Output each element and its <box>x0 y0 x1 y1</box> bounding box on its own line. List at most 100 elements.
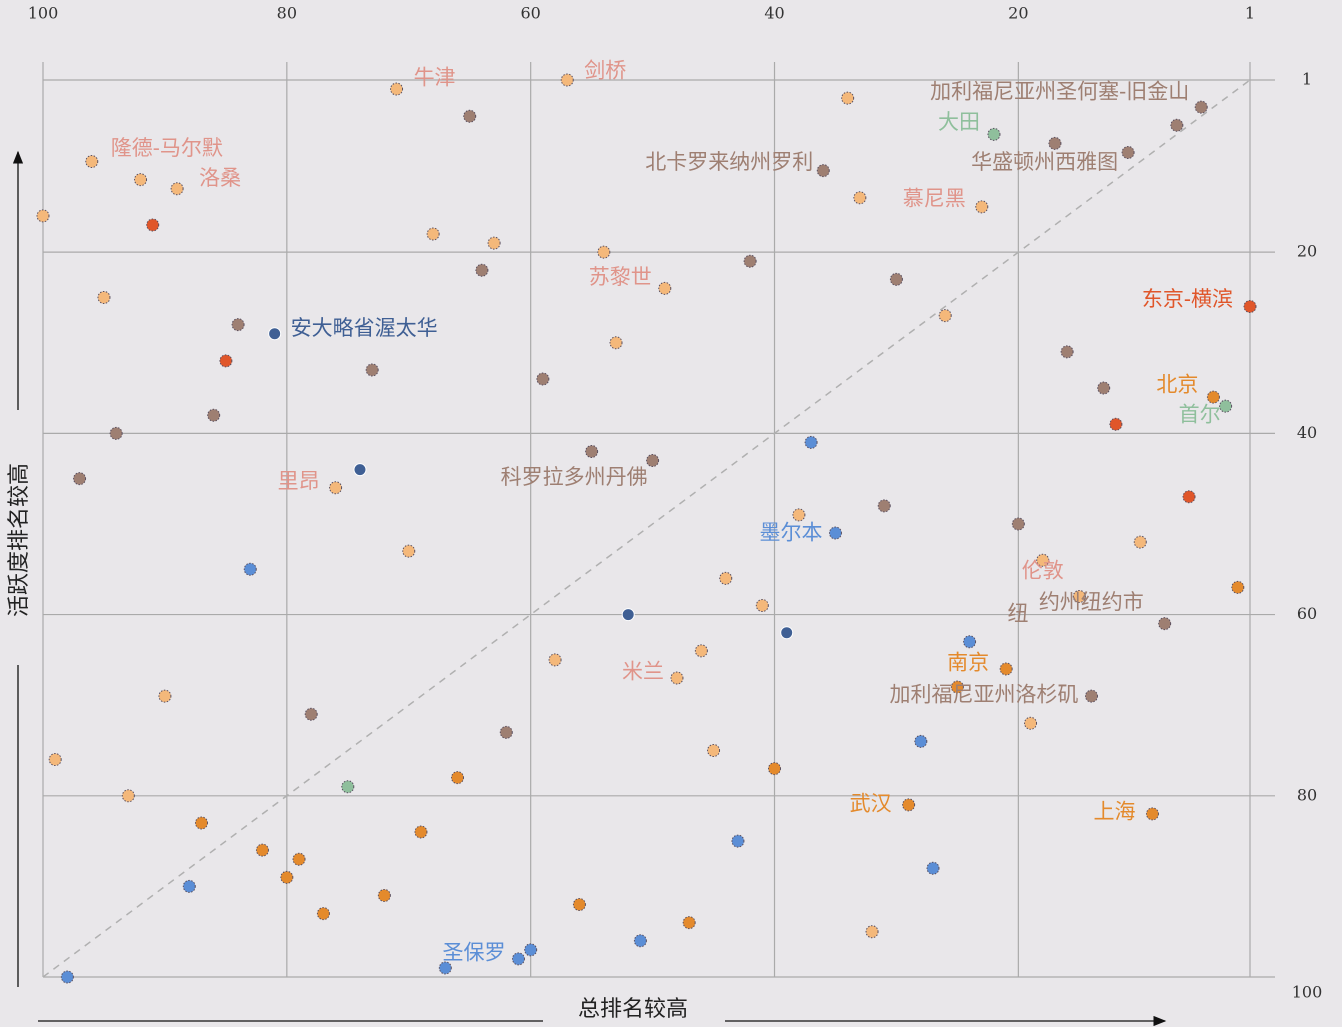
point <box>609 336 623 350</box>
point-label: 米兰 <box>622 660 664 684</box>
point <box>451 771 465 785</box>
point <box>426 227 440 241</box>
point <box>1194 100 1208 114</box>
point <box>865 925 879 939</box>
y-tick-label: 40 <box>1297 423 1317 442</box>
grid <box>42 62 1275 978</box>
point <box>402 544 416 558</box>
point <box>121 789 135 803</box>
point <box>499 725 513 739</box>
point <box>365 363 379 377</box>
point <box>158 689 172 703</box>
point <box>1145 807 1159 821</box>
point <box>1121 145 1135 159</box>
point <box>987 127 1001 141</box>
point <box>377 888 391 902</box>
point <box>97 290 111 304</box>
point <box>841 91 855 105</box>
point <box>1097 381 1111 395</box>
point <box>999 662 1013 676</box>
point <box>646 454 660 468</box>
x-tick-label: 20 <box>1008 4 1028 23</box>
point <box>670 671 684 685</box>
diagonal-line <box>42 79 1251 978</box>
point <box>231 318 245 332</box>
point-label: 上海 <box>1093 799 1135 823</box>
point-label: 慕尼黑 <box>903 186 966 210</box>
point-label: 里昂 <box>278 469 320 493</box>
point <box>755 599 769 613</box>
point-label: 约州纽约市 <box>1039 590 1144 614</box>
y-tick-label: 80 <box>1297 785 1317 804</box>
point-label: 剑桥 <box>584 59 626 83</box>
point <box>36 209 50 223</box>
point <box>194 816 208 830</box>
point <box>438 961 452 975</box>
point <box>1085 689 1099 703</box>
point-label: 隆德-马尔默 <box>111 136 223 160</box>
point <box>768 762 782 776</box>
point <box>1182 490 1196 504</box>
point <box>487 236 501 250</box>
point <box>792 508 806 522</box>
point <box>463 109 477 123</box>
point <box>109 426 123 440</box>
point <box>316 907 330 921</box>
point-label: 洛桑 <box>199 166 241 190</box>
point <box>780 626 794 640</box>
point-label: 安大略省渥太华 <box>291 316 438 340</box>
point <box>975 200 989 214</box>
point <box>1231 580 1245 594</box>
point <box>889 272 903 286</box>
point <box>902 798 916 812</box>
point <box>390 82 404 96</box>
point <box>1170 118 1184 132</box>
point <box>292 852 306 866</box>
point <box>255 843 269 857</box>
point-label: 牛津 <box>414 66 456 90</box>
x-tick-label: 100 <box>28 4 59 23</box>
point <box>682 916 696 930</box>
point <box>963 635 977 649</box>
y-tick-label: 100 <box>1292 983 1323 1002</box>
point <box>719 571 733 585</box>
point <box>414 825 428 839</box>
point <box>353 463 367 477</box>
point-label: 首尔 <box>1179 403 1221 427</box>
point <box>243 562 257 576</box>
point <box>1036 553 1050 567</box>
x-axis-label: 总排名较高 <box>578 997 688 1022</box>
point <box>938 309 952 323</box>
point <box>828 526 842 540</box>
point <box>536 372 550 386</box>
point-label: 武汉 <box>850 791 892 815</box>
point <box>134 173 148 187</box>
point <box>48 753 62 767</box>
point <box>85 155 99 169</box>
point <box>560 73 574 87</box>
point-label: 科罗拉多州丹佛 <box>501 465 648 489</box>
point <box>877 499 891 513</box>
point <box>804 435 818 449</box>
point <box>853 191 867 205</box>
x-tick-label: 1 <box>1245 4 1255 23</box>
point <box>280 870 294 884</box>
point <box>475 263 489 277</box>
point-label: 伦敦 <box>1022 559 1064 583</box>
point <box>524 943 538 957</box>
point <box>1072 589 1086 603</box>
point <box>743 254 757 268</box>
point <box>1133 535 1147 549</box>
annotation: 纽 <box>1008 602 1029 626</box>
point <box>73 472 87 486</box>
point <box>633 934 647 948</box>
point <box>341 780 355 794</box>
point <box>950 680 964 694</box>
point <box>572 898 586 912</box>
y-tick-label: 1 <box>1302 70 1312 89</box>
point-label: 北卡罗来纳州罗利 <box>645 150 813 174</box>
point <box>1219 399 1233 413</box>
point <box>1109 417 1123 431</box>
point-label: 加利福尼亚州洛杉矶 <box>890 683 1079 707</box>
